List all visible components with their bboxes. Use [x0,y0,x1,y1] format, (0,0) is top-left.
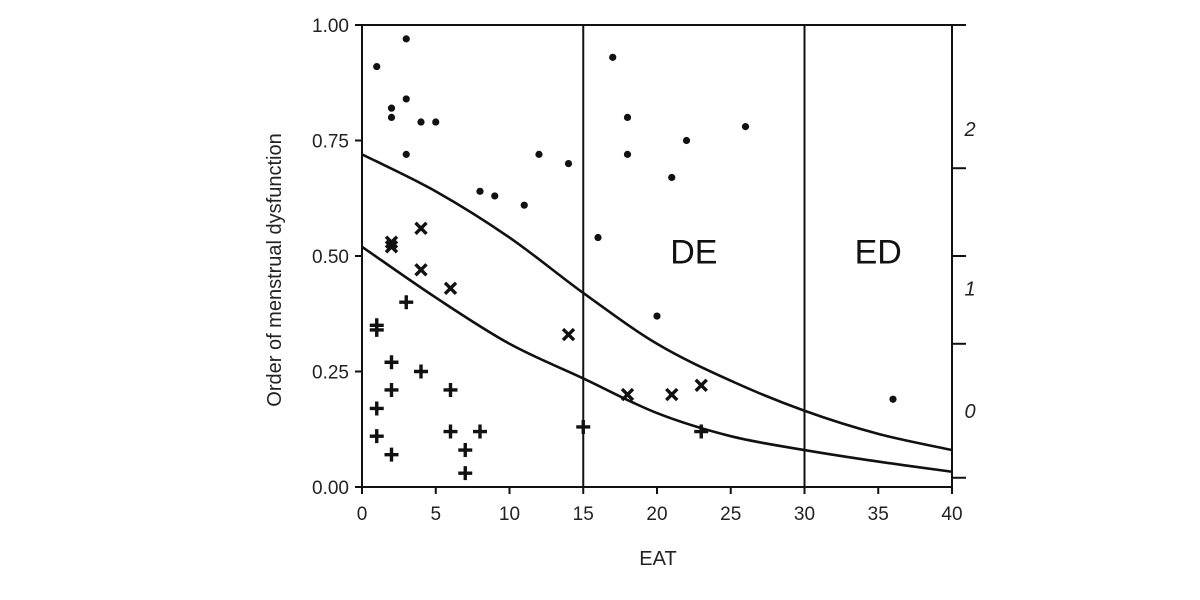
region-label-ed: ED [855,233,902,271]
plus-point-13 [458,466,473,481]
lower-boundary-curve [361,245,953,474]
dot-point-13 [594,233,602,242]
dot-point-6 [432,118,440,126]
y-tick-label-3: 0.75 [312,132,349,153]
region-labels: DE ED [670,233,902,271]
plus-point-4 [414,364,428,379]
data-points [369,35,897,481]
x-tick-label-5: 25 [720,504,741,525]
dot-point-16 [623,150,632,158]
dot-point-20 [653,312,661,320]
dot-point-9 [491,192,499,200]
x-tick-label-6: 30 [794,504,815,525]
plus-point-2 [399,295,414,310]
right-axis-ticks: 0 1 2 [952,24,976,479]
dot-point-8 [476,187,484,195]
dot-point-10 [520,201,528,209]
x-tick-label-7: 35 [868,504,889,525]
cross-point-3 [414,263,428,277]
dot-point-21 [889,395,897,403]
x-axis-title: EAT [639,548,676,570]
plus-point-14 [576,419,591,434]
dot-point-17 [668,173,676,182]
plus-point-1 [369,322,384,337]
x-tick-label-8: 40 [941,504,962,525]
plus-point-3 [384,355,399,370]
dot-point-1 [402,35,410,43]
right-axis-label-2: 2 [963,119,975,141]
region-label-de: DE [670,233,717,271]
cross-point-4 [443,281,458,296]
cross-point-0 [384,235,399,249]
y-tick-label-0: 0.00 [312,478,349,499]
x-tick-label-3: 15 [573,504,594,525]
plus-point-7 [369,401,384,416]
y-tick-label-2: 0.50 [312,247,349,268]
dot-point-14 [609,53,617,61]
dot-point-7 [402,150,410,158]
cross-point-6 [620,387,635,402]
plus-point-9 [443,424,458,439]
right-axis-label-0: 0 [964,401,975,423]
plus-point-8 [369,429,384,444]
x-tick-label-2: 10 [499,504,520,525]
cross-point-2 [414,221,428,235]
dot-point-0 [373,62,381,71]
boundary-curves [361,153,953,474]
dot-point-3 [402,95,410,103]
upper-boundary-curve [361,153,953,452]
dot-point-12 [564,160,573,168]
dot-point-18 [682,136,691,145]
x-axis-ticks: 0 5 10 15 20 25 30 35 40 [357,487,963,525]
plus-point-12 [458,443,473,458]
dot-point-19 [741,123,750,131]
dot-point-15 [623,113,632,121]
plus-point-5 [384,382,399,397]
x-tick-label-4: 20 [646,504,667,525]
x-tick-label-0: 0 [357,504,368,525]
y-axis-title: Order of menstrual dysfunction [264,133,286,406]
plus-point-10 [473,424,487,439]
cross-point-5 [561,327,576,342]
plus-point-15 [694,424,709,439]
dot-point-11 [535,150,543,158]
dot-point-4 [387,113,396,121]
cross-point-1 [384,240,399,254]
dot-point-2 [387,104,396,112]
cross-point-8 [694,378,708,393]
y-tick-label-1: 0.25 [312,363,349,384]
cross-point-7 [665,387,679,402]
y-axis-ticks: 0.00 0.25 0.50 0.75 1.00 [312,16,362,499]
plus-point-6 [443,382,458,397]
right-axis-label-1: 1 [964,278,975,300]
x-tick-label-1: 5 [430,504,441,525]
y-tick-label-4: 1.00 [312,16,349,37]
dot-point-5 [417,118,425,126]
plus-point-11 [384,447,399,462]
